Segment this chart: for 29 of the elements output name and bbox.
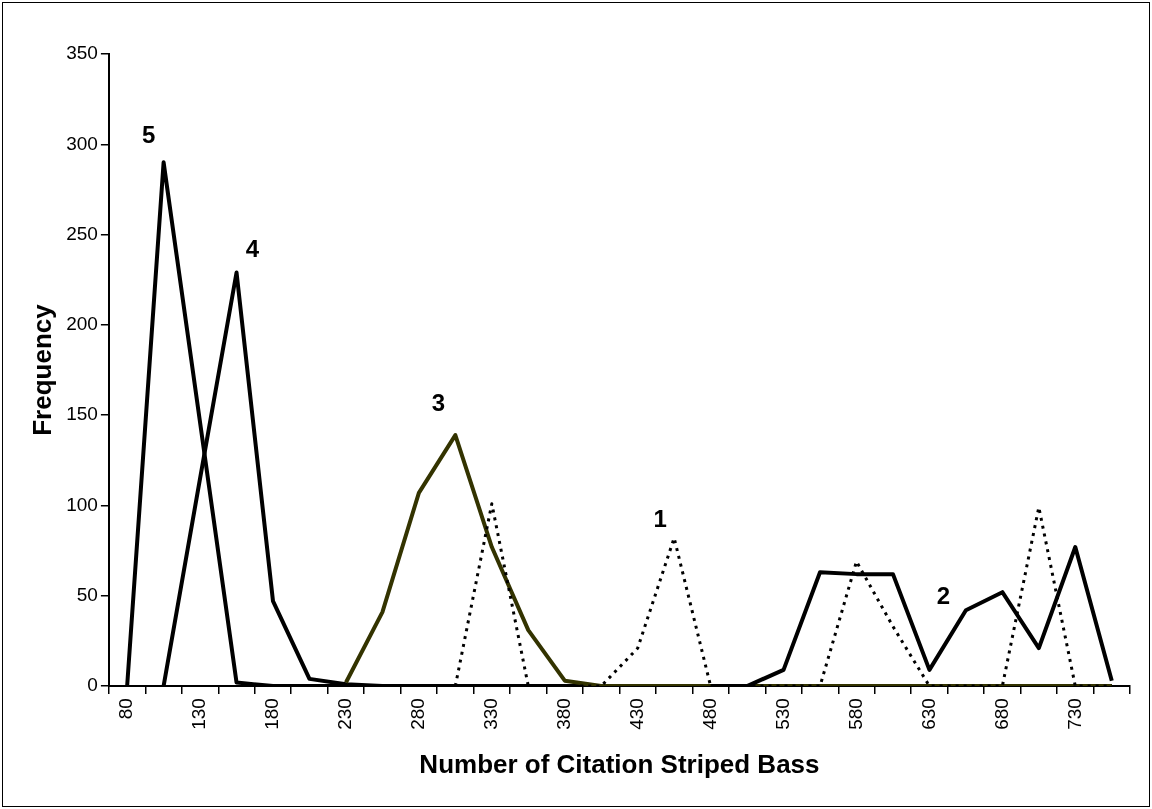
y-tick-label: 100 [66, 493, 98, 515]
y-tick-label: 250 [66, 222, 98, 244]
x-tick-label: 730 [1063, 698, 1085, 730]
x-tick-label: 530 [771, 698, 793, 730]
x-tick-label: 430 [625, 698, 647, 730]
x-tick-label: 80 [115, 698, 137, 720]
x-tick-label: 280 [407, 698, 429, 730]
series-label: 3 [431, 388, 446, 416]
x-tick-label: 630 [917, 698, 939, 730]
series-label: 2 [936, 582, 951, 610]
series-label: 4 [245, 235, 260, 263]
x-tick-label: 130 [188, 698, 210, 730]
x-tick-label: 580 [844, 698, 866, 730]
y-tick-label: 150 [66, 403, 98, 425]
series-label: 5 [141, 120, 156, 148]
x-tick-label: 230 [334, 698, 356, 730]
y-tick-label: 350 [66, 42, 98, 64]
y-tick-label: 0 [87, 674, 98, 696]
x-tick-label: 480 [698, 698, 720, 730]
y-axis-title: Frequency [26, 303, 57, 436]
x-tick-label: 680 [990, 698, 1012, 730]
x-axis-title: Number of Citation Striped Bass [419, 748, 820, 779]
y-tick-label: 50 [76, 584, 98, 606]
y-tick-label: 200 [66, 313, 98, 335]
x-tick-label: 180 [261, 698, 283, 730]
y-tick-label: 300 [66, 132, 98, 154]
series-label: 1 [653, 504, 667, 532]
x-tick-label: 330 [480, 698, 502, 730]
x-tick-label: 380 [552, 698, 574, 730]
